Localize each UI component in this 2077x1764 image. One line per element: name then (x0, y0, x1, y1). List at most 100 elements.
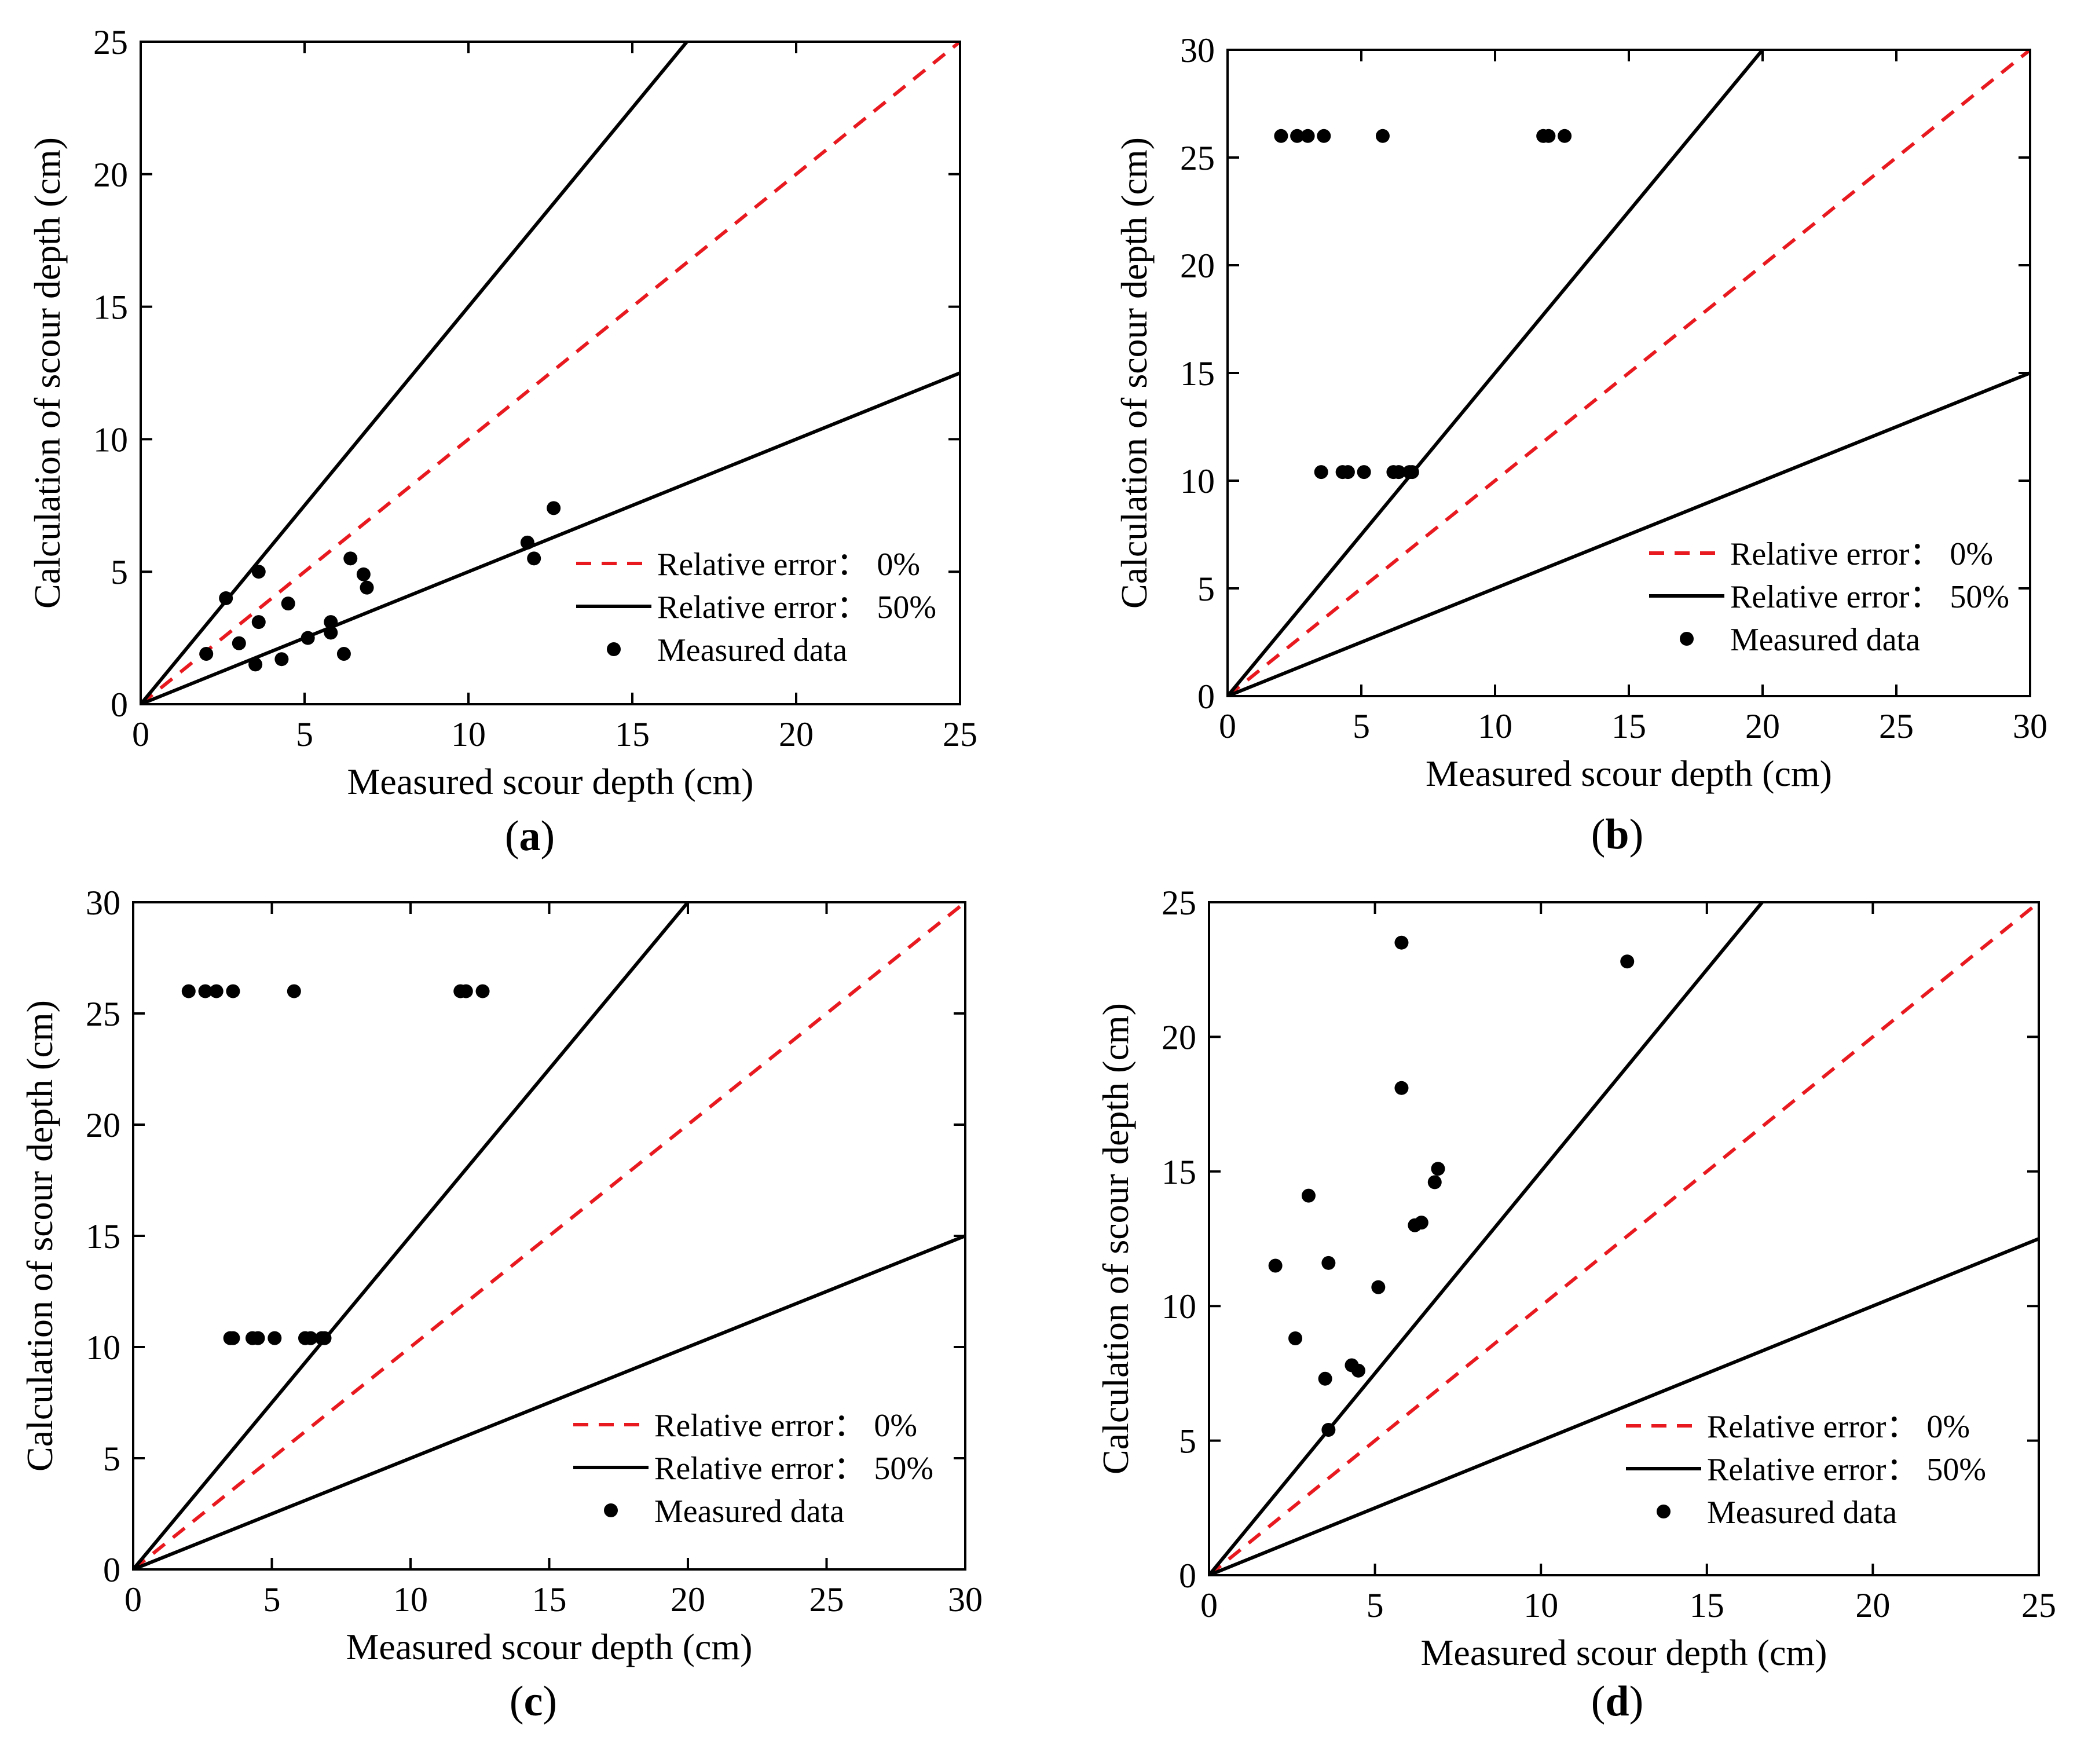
data-point (1314, 465, 1328, 480)
data-point (1394, 1081, 1409, 1095)
data-point (1391, 465, 1406, 480)
data-point (1268, 1258, 1283, 1273)
data-point (226, 1331, 240, 1345)
data-point (336, 647, 351, 661)
data-point (475, 984, 490, 998)
data-point (317, 1331, 332, 1345)
data-point (251, 1331, 265, 1345)
y-tick-label: 15 (1162, 1153, 1196, 1191)
caption-open: ( (510, 1678, 524, 1725)
chart-panel-b: 0 5 10 15 20 25 30 0 5 10 15 20 25 30 Measured scour d… (1113, 31, 2047, 858)
legend-label-error-50pct: Relative error： 50% (1730, 579, 2009, 615)
scatter-points (1274, 129, 1572, 480)
data-point (1318, 1371, 1332, 1386)
legend-label-error-0pct: Relative error： 0% (654, 1408, 917, 1444)
scatter-points (181, 984, 490, 1345)
axis-ticks: 0 5 10 15 20 25 30 0 5 10 15 20 25 30 (86, 884, 983, 1619)
caption-open: ( (1591, 811, 1606, 858)
legend-label-measured: Measured data (1707, 1495, 1897, 1531)
x-tick-label: 10 (451, 715, 486, 753)
line-error-50pct-upper (141, 42, 690, 704)
data-point (520, 535, 534, 550)
legend-swatch-measured (1680, 632, 1694, 646)
x-tick-label: 30 (2013, 707, 2047, 745)
y-axis-title: Calculation of scour depth (cm) (1113, 137, 1155, 609)
y-tick-label: 30 (86, 884, 120, 922)
legend: Relative error： 0% Relative error： 50% Mea… (576, 547, 936, 668)
legend-label-error-0pct: Relative error： 0% (1730, 536, 1993, 572)
data-point (199, 647, 214, 661)
legend: Relative error： 0% Relative error： 50% Mea… (573, 1408, 933, 1529)
panel-caption: (d) (1591, 1678, 1643, 1725)
data-point (1394, 935, 1409, 950)
data-point (547, 501, 561, 515)
scatter-points (1268, 935, 1635, 1437)
data-point (219, 591, 233, 605)
line-error-50pct-lower (1209, 1237, 2039, 1575)
line-error-50pct-lower (1228, 371, 2030, 696)
legend-label-error-50pct: Relative error： 50% (654, 1451, 933, 1487)
legend-label-error-0pct: Relative error： 0% (1707, 1409, 1970, 1445)
x-tick-label: 15 (615, 715, 650, 753)
x-tick-label: 20 (1745, 707, 1780, 745)
data-point (1427, 1175, 1442, 1190)
reference-lines (141, 42, 960, 704)
legend-swatch-measured (604, 1503, 618, 1517)
y-tick-label: 25 (1180, 139, 1215, 177)
y-tick-label: 10 (1180, 462, 1215, 500)
x-tick-label: 20 (671, 1580, 705, 1619)
data-point (360, 580, 374, 595)
data-point (1340, 465, 1355, 480)
data-point (251, 615, 266, 630)
legend-label-measured: Measured data (1730, 622, 1920, 658)
data-point (1274, 129, 1288, 143)
data-point (1371, 1280, 1386, 1294)
chart-panel-a: 0 5 10 15 20 25 0 5 10 15 20 25 Measured scour depth… (27, 23, 977, 860)
x-tick-label: 0 (124, 1580, 142, 1619)
chart-panel-d: 0 5 10 15 20 25 0 5 10 15 20 25 Measured scour depth… (1095, 884, 2056, 1725)
y-tick-label: 5 (1197, 570, 1215, 608)
x-tick-label: 5 (1353, 707, 1370, 745)
line-error-50pct-upper (1228, 50, 1765, 696)
data-point (324, 625, 338, 640)
legend-swatch-measured (1657, 1505, 1671, 1518)
axis-ticks: 0 5 10 15 20 25 0 5 10 15 20 25 (1162, 884, 2056, 1624)
x-tick-label: 15 (1611, 707, 1646, 745)
data-point (198, 984, 213, 998)
y-tick-label: 25 (1162, 884, 1196, 922)
caption-letter: b (1605, 811, 1629, 858)
legend-label-error-50pct: Relative error： 50% (1707, 1452, 1986, 1488)
line-error-50pct-upper (1209, 902, 1765, 1575)
caption-letter: d (1605, 1678, 1629, 1725)
panel-caption: (b) (1591, 811, 1643, 858)
data-point (1558, 129, 1572, 143)
data-point (1321, 1256, 1336, 1270)
data-point (301, 631, 315, 645)
data-point (1375, 129, 1390, 143)
data-point (287, 984, 301, 998)
data-point (343, 551, 358, 566)
y-tick-label: 25 (93, 23, 128, 61)
y-tick-label: 0 (103, 1551, 120, 1589)
x-tick-label: 0 (1219, 707, 1236, 745)
caption-close: ) (543, 1678, 557, 1725)
x-axis-title: Measured scour depth (cm) (347, 761, 754, 802)
reference-lines (1209, 902, 2039, 1575)
caption-letter: c (524, 1678, 543, 1725)
line-error-50pct-lower (133, 1234, 965, 1569)
legend-label-error-50pct: Relative error： 50% (657, 590, 936, 625)
x-tick-label: 25 (2021, 1586, 2056, 1624)
y-tick-label: 10 (1162, 1287, 1196, 1326)
data-point (1351, 1363, 1365, 1378)
data-point (1541, 129, 1556, 143)
x-tick-label: 5 (1367, 1586, 1384, 1624)
y-tick-label: 0 (111, 686, 128, 724)
caption-letter: a (519, 813, 541, 860)
data-point (1301, 129, 1315, 143)
data-point (1321, 1423, 1336, 1437)
data-point (1357, 465, 1371, 480)
y-tick-label: 0 (1197, 678, 1215, 716)
y-axis-title: Calculation of scour depth (cm) (27, 137, 68, 609)
x-tick-label: 20 (1855, 1586, 1890, 1624)
data-point (1620, 954, 1635, 969)
